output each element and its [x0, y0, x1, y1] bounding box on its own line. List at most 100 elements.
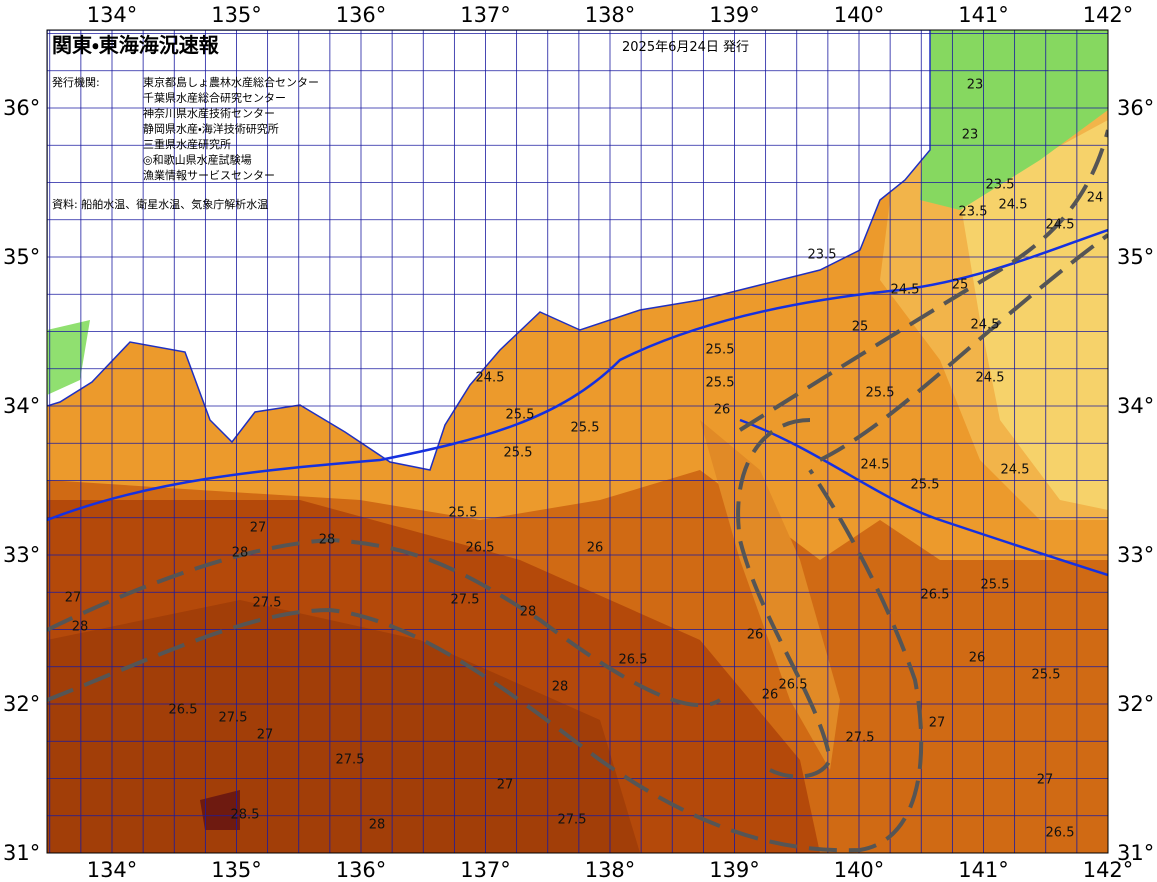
source: 資料: 船舶水温、衛星水温、気象庁解析水温: [52, 197, 268, 211]
longitude-label: 137°: [460, 3, 511, 27]
longitude-label: 140°: [834, 3, 885, 27]
sea-temperature-field: 23 23 23.5 24 23.5 24.5 24.5 23.5 24.5 25 24.5 24.5…: [47, 30, 1108, 853]
contour-label: 27: [929, 716, 946, 731]
issuer: 漁業情報サービスセンター: [143, 168, 275, 182]
contour-label: 25.5: [911, 478, 940, 493]
longitude-label: 139°: [709, 858, 760, 882]
contour-label: 26: [969, 651, 986, 666]
title: 関東・東海海況速報: [52, 33, 220, 57]
contour-label: 27.5: [336, 753, 365, 768]
contour-label: 25.5: [706, 343, 735, 358]
longitude-label: 138°: [585, 3, 636, 27]
contour-label: 28: [232, 546, 249, 561]
contour-label: 28: [369, 818, 386, 833]
issuer: 千葉県水産総合研究センター: [143, 91, 286, 105]
latitude-label: 32°: [3, 692, 40, 716]
contour-label: 26.5: [169, 703, 198, 718]
latitude-label: 31°: [1117, 841, 1154, 865]
issuer: 三重県水産研究所: [143, 137, 231, 151]
longitude-label: 136°: [336, 858, 387, 882]
contour-label: 24.5: [976, 371, 1005, 386]
contour-label: 25.5: [449, 506, 478, 521]
contour-label: 27.5: [219, 711, 248, 726]
contour-label: 27: [1037, 773, 1054, 788]
contour-label: 26: [747, 628, 764, 643]
issuer: 東京都島しょ農林水産総合センター: [143, 75, 319, 89]
contour-label: 28: [319, 533, 336, 548]
issuer-label: 発行機関:: [52, 75, 100, 89]
latitude-label: 33°: [1117, 543, 1154, 567]
contour-label: 24.5: [971, 318, 1000, 333]
axis-labels: 134° 134° 135° 135° 136° 136° 137° 137° 138° 138°…: [3, 3, 1154, 882]
contour-label: 27.5: [846, 731, 875, 746]
contour-label: 23: [967, 78, 984, 93]
contour-label: 25.5: [981, 578, 1010, 593]
issue-date: 2025年6月24日 発行: [622, 40, 749, 55]
contour-label: 27: [257, 728, 274, 743]
contour-label: 25.5: [504, 446, 533, 461]
contour-label: 25.5: [1032, 668, 1061, 683]
longitude-label: 142°: [1083, 3, 1134, 27]
contour-label: 28: [72, 620, 89, 635]
contour-label: 26.5: [619, 653, 648, 668]
longitude-label: 136°: [336, 3, 387, 27]
longitude-label: 134°: [87, 3, 138, 27]
contour-label: 23.5: [808, 248, 837, 263]
contour-label: 27.5: [558, 813, 587, 828]
issuer: ◎和歌山県水産試験場: [143, 153, 252, 167]
latitude-label: 31°: [3, 841, 40, 865]
map-frame: [46, 29, 1109, 854]
contour-label: 24.5: [476, 371, 505, 386]
contour-label: 27: [65, 591, 82, 606]
contour-label: 26: [762, 688, 779, 703]
latitude-label: 36°: [3, 96, 40, 120]
longitude-label: 137°: [460, 858, 511, 882]
contour-label: 25.5: [571, 421, 600, 436]
contour-label: 25: [852, 320, 869, 335]
contour-label: 24.5: [891, 283, 920, 298]
contour-label: 25.5: [706, 376, 735, 391]
contour-label: 27: [497, 778, 514, 793]
contour-label: 25: [952, 278, 969, 293]
latitude-label: 32°: [1117, 692, 1154, 716]
longitude-label: 135°: [211, 3, 262, 27]
contour-label: 26.5: [1046, 826, 1075, 841]
contour-label: 26.5: [921, 588, 950, 603]
contour-label: 26.5: [779, 678, 808, 693]
latitude-label: 34°: [3, 394, 40, 418]
longitude-label: 140°: [834, 858, 885, 882]
contour-label: 27: [250, 521, 267, 536]
contour-label: 24.5: [1001, 463, 1030, 478]
longitude-label: 134°: [87, 858, 138, 882]
contour-label: 23.5: [986, 178, 1015, 193]
current-axes: [47, 129, 1108, 853]
contour-label: 26.5: [466, 541, 495, 556]
contour-label: 25.5: [506, 408, 535, 423]
contour-labels: 23 23 23.5 24 23.5 24.5 24.5 23.5 24.5 25 24.5 24.5…: [65, 78, 1104, 841]
latitude-label: 33°: [3, 543, 40, 567]
longitude-label: 138°: [585, 858, 636, 882]
contour-label: 23.5: [959, 205, 988, 220]
contour-label: 28: [552, 680, 569, 695]
contour-label: 28.5: [231, 808, 260, 823]
longitude-label: 135°: [211, 858, 262, 882]
contour-label: 27.5: [451, 593, 480, 608]
contour-label: 23: [962, 128, 979, 143]
contour-label: 27.5: [253, 596, 282, 611]
contour-label: 26: [714, 403, 731, 418]
longitude-label: 142°: [1083, 858, 1134, 882]
contour-label: 24: [1087, 191, 1104, 206]
latitude-label: 35°: [3, 245, 40, 269]
longitude-label: 139°: [709, 3, 760, 27]
latitude-label: 34°: [1117, 394, 1154, 418]
issuer: 静岡県水産・海洋技術研究所: [143, 122, 279, 136]
contour-label: 24.5: [1046, 218, 1075, 233]
longitude-label: 141°: [958, 3, 1009, 27]
contour-label: 24.5: [999, 198, 1028, 213]
longitude-label: 141°: [958, 858, 1009, 882]
contour-label: 24.5: [861, 458, 890, 473]
latitude-label: 36°: [1117, 96, 1154, 120]
issuer: 神奈川県水産技術センター: [143, 106, 275, 120]
latitude-label: 35°: [1117, 245, 1154, 269]
issuer-list: 東京都島しょ農林水産総合センター千葉県水産総合研究センター神奈川県水産技術センタ…: [143, 75, 319, 182]
